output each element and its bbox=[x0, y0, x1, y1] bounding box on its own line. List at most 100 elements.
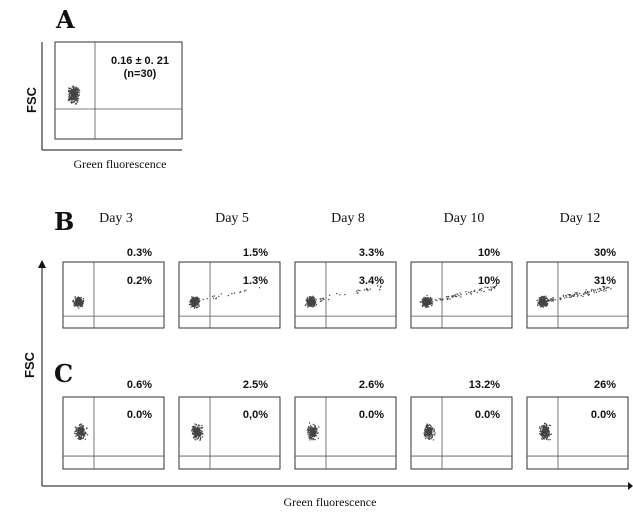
event-dot bbox=[215, 298, 217, 300]
event-dot bbox=[312, 438, 314, 440]
event-dot bbox=[71, 100, 73, 103]
event-dot bbox=[73, 93, 75, 95]
event-dot bbox=[196, 303, 198, 305]
event-dot bbox=[82, 436, 85, 438]
event-dot bbox=[431, 431, 433, 433]
event-dot bbox=[423, 432, 425, 434]
event-dot bbox=[310, 437, 313, 440]
event-dot bbox=[71, 101, 73, 104]
event-dot bbox=[588, 291, 590, 293]
event-dot bbox=[454, 295, 456, 298]
event-dot bbox=[605, 290, 607, 292]
event-dot bbox=[74, 303, 76, 306]
event-dot bbox=[201, 424, 203, 427]
event-dot bbox=[430, 297, 432, 300]
row-c-quadrant-value: 0,0% bbox=[243, 409, 268, 421]
event-dot bbox=[78, 92, 81, 94]
event-dot bbox=[593, 291, 595, 293]
event-dot bbox=[430, 433, 432, 435]
event-dot bbox=[434, 299, 437, 301]
event-dot bbox=[484, 286, 486, 288]
event-dot bbox=[314, 434, 316, 437]
event-dot bbox=[323, 298, 325, 301]
event-dot bbox=[428, 424, 431, 426]
event-dot bbox=[379, 286, 382, 288]
event-dot bbox=[82, 301, 84, 303]
event-dot bbox=[77, 97, 80, 100]
event-dot bbox=[490, 289, 492, 291]
event-dot bbox=[465, 291, 467, 293]
event-dot bbox=[549, 424, 552, 427]
bc-y-axis-arrowhead bbox=[38, 260, 46, 268]
event-dot bbox=[433, 428, 435, 431]
event-dot bbox=[495, 283, 497, 285]
event-dot bbox=[199, 434, 201, 436]
event-dot bbox=[311, 427, 313, 429]
event-dot bbox=[423, 296, 425, 299]
event-dot bbox=[82, 437, 84, 440]
panel-a-ylabel: FSC bbox=[24, 86, 39, 113]
event-dot bbox=[537, 304, 539, 307]
event-dot bbox=[425, 299, 428, 301]
event-dot bbox=[233, 292, 236, 294]
event-dot bbox=[546, 437, 548, 439]
event-dot bbox=[194, 306, 196, 308]
event-dot bbox=[481, 287, 483, 290]
event-dot bbox=[427, 425, 429, 427]
event-dot bbox=[78, 304, 81, 306]
event-dot bbox=[313, 299, 315, 301]
event-dot bbox=[447, 295, 450, 298]
event-dot bbox=[80, 304, 83, 307]
event-dot bbox=[78, 301, 80, 303]
event-dot bbox=[199, 300, 201, 302]
event-dot bbox=[421, 304, 424, 307]
event-dot bbox=[543, 437, 545, 440]
event-dot bbox=[68, 93, 70, 96]
event-dot bbox=[315, 431, 318, 433]
row-b-plot-frame bbox=[294, 261, 397, 329]
event-dot bbox=[541, 301, 544, 304]
event-dot bbox=[423, 302, 426, 305]
event-dot bbox=[194, 426, 196, 428]
event-dot bbox=[74, 92, 77, 95]
event-dot bbox=[72, 86, 75, 88]
event-dot bbox=[314, 433, 317, 435]
event-dot bbox=[421, 300, 423, 303]
event-dot bbox=[227, 294, 229, 297]
event-dot bbox=[198, 301, 200, 303]
event-dot bbox=[79, 424, 81, 426]
event-dot bbox=[545, 425, 547, 427]
event-dot bbox=[308, 437, 311, 439]
event-dot bbox=[584, 292, 586, 294]
event-dot bbox=[433, 430, 435, 433]
event-dot bbox=[75, 430, 77, 432]
panel-a-value: 0.16 ± 0. 21 bbox=[111, 55, 169, 67]
event-dot bbox=[198, 429, 201, 431]
event-dot bbox=[314, 426, 316, 428]
event-dot bbox=[425, 426, 428, 429]
event-dot bbox=[458, 295, 460, 297]
event-dot bbox=[427, 431, 429, 433]
event-dot bbox=[78, 426, 80, 429]
event-dot bbox=[79, 298, 82, 301]
event-dot bbox=[431, 435, 433, 437]
event-dot bbox=[426, 304, 428, 306]
row-c: 0.6% 2.5% 2.6% 13.2% 26% 0.0% 0,0% 0.0% … bbox=[62, 379, 629, 470]
event-dot bbox=[363, 289, 366, 291]
event-dot bbox=[72, 95, 75, 98]
event-dot bbox=[75, 305, 78, 307]
event-dot bbox=[357, 289, 359, 291]
event-dot bbox=[80, 433, 83, 435]
event-dot bbox=[194, 298, 196, 300]
event-dot bbox=[427, 306, 429, 308]
row-b-dot-cloud bbox=[304, 285, 382, 308]
event-dot bbox=[198, 305, 200, 307]
event-dot bbox=[77, 100, 79, 102]
event-dot bbox=[194, 439, 196, 441]
event-dot bbox=[546, 434, 549, 436]
event-dot bbox=[425, 302, 427, 304]
event-dot bbox=[319, 298, 321, 300]
event-dot bbox=[321, 298, 324, 300]
event-dot bbox=[198, 298, 200, 300]
event-dot bbox=[548, 433, 550, 436]
